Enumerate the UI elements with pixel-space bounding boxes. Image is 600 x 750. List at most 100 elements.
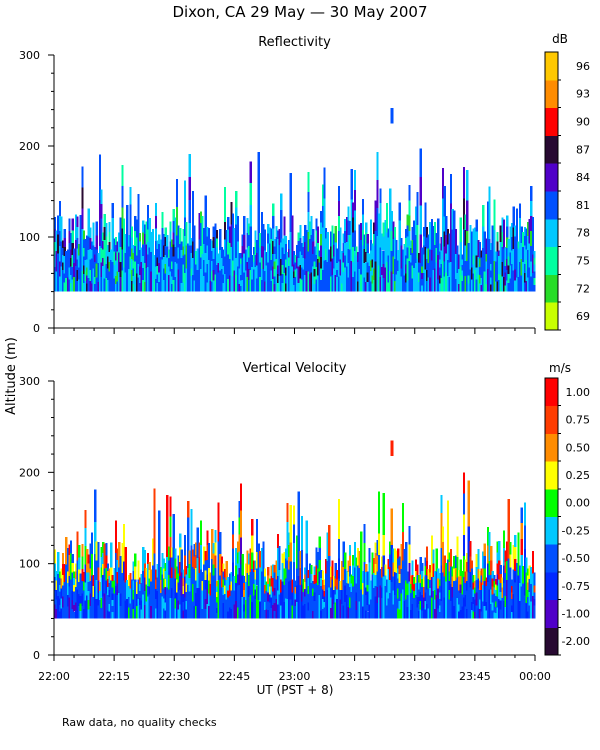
- data-cell: [241, 234, 244, 247]
- data-cell: [273, 610, 276, 619]
- data-cell: [413, 244, 416, 268]
- data-cell: [451, 608, 454, 619]
- data-cell: [68, 242, 71, 256]
- data-cell: [344, 601, 347, 619]
- data-cell: [288, 606, 291, 619]
- data-cell: [504, 561, 507, 574]
- data-cell: [58, 261, 62, 277]
- data-cell: [522, 600, 525, 619]
- data-cell: [190, 237, 193, 246]
- data-cell: [190, 509, 193, 546]
- data-cell: [148, 602, 151, 611]
- data-cell: [259, 247, 262, 263]
- data-cell: [435, 277, 438, 292]
- data-cell: [167, 604, 171, 619]
- data-cell: [474, 248, 477, 271]
- data-cell: [212, 280, 215, 292]
- data-cell: [63, 246, 66, 256]
- data-cell: [517, 532, 520, 555]
- data-cell: [174, 247, 177, 262]
- data-cell: [132, 245, 135, 253]
- data-cell: [421, 285, 424, 292]
- data-cell: [313, 583, 316, 593]
- data-cell: [353, 190, 357, 211]
- data-cell: [161, 259, 164, 276]
- data-cell: [199, 245, 203, 258]
- data-cell: [169, 251, 172, 262]
- data-cell: [485, 253, 488, 262]
- data-cell: [458, 284, 461, 292]
- data-cell: [318, 279, 321, 286]
- data-cell: [92, 596, 95, 608]
- data-cell: [526, 582, 530, 590]
- data-cell: [467, 259, 470, 268]
- data-cell: [491, 570, 494, 579]
- data-cell: [235, 274, 238, 292]
- data-cell: [134, 553, 137, 567]
- colorbar-swatch: [545, 218, 558, 248]
- data-cell: [297, 257, 300, 267]
- data-cell: [373, 233, 376, 246]
- data-cell: [377, 491, 381, 513]
- data-cell: [288, 257, 291, 266]
- data-cell: [514, 225, 517, 237]
- data-cell: [195, 251, 198, 265]
- data-cell: [225, 250, 228, 271]
- data-cell: [172, 268, 175, 280]
- data-cell: [286, 560, 289, 580]
- data-cell: [355, 601, 358, 610]
- data-cell: [523, 273, 526, 283]
- data-cell: [467, 480, 470, 527]
- data-cell: [357, 261, 360, 272]
- data-cell: [387, 273, 390, 283]
- data-cell: [264, 250, 267, 261]
- data-cell: [408, 230, 411, 246]
- data-cell: [491, 602, 494, 611]
- data-cell: [228, 584, 231, 597]
- data-cell: [347, 234, 350, 249]
- data-cell: [326, 589, 329, 619]
- data-cell: [204, 233, 207, 254]
- data-cell: [257, 599, 260, 619]
- data-cell: [248, 246, 251, 258]
- data-cell: [316, 275, 320, 292]
- data-cell: [215, 613, 219, 619]
- data-cell: [302, 592, 305, 606]
- data-cell: [126, 233, 129, 263]
- data-cell: [296, 245, 299, 257]
- data-cell: [390, 251, 393, 272]
- data-cell: [499, 242, 502, 259]
- data-cell: [121, 270, 124, 292]
- data-cell: [349, 607, 352, 619]
- data-cell: [81, 166, 84, 188]
- data-cell: [437, 588, 440, 599]
- data-cell: [526, 575, 530, 583]
- data-cell: [273, 246, 276, 255]
- data-cell: [201, 253, 204, 273]
- data-cell: [158, 510, 161, 547]
- data-cell: [275, 225, 278, 237]
- data-cell: [284, 259, 288, 268]
- data-cell: [352, 554, 355, 566]
- data-cell: [289, 232, 292, 262]
- data-cell: [393, 226, 397, 238]
- data-cell: [249, 226, 252, 249]
- data-cell: [509, 265, 512, 279]
- data-cell: [357, 252, 360, 262]
- data-cell: [204, 570, 207, 580]
- data-cell: [148, 570, 151, 579]
- data-cell: [190, 245, 193, 254]
- data-cell: [501, 276, 504, 292]
- data-cell: [514, 247, 517, 259]
- data-cell: [201, 590, 204, 600]
- data-cell: [106, 586, 110, 595]
- data-cell: [177, 269, 180, 281]
- data-cell: [502, 219, 506, 234]
- data-cell: [288, 557, 291, 570]
- data-cell: [57, 215, 60, 235]
- data-cell: [395, 274, 398, 292]
- data-cell: [137, 194, 140, 209]
- data-cell: [78, 255, 81, 268]
- data-cell: [446, 500, 450, 530]
- data-cell: [238, 276, 241, 284]
